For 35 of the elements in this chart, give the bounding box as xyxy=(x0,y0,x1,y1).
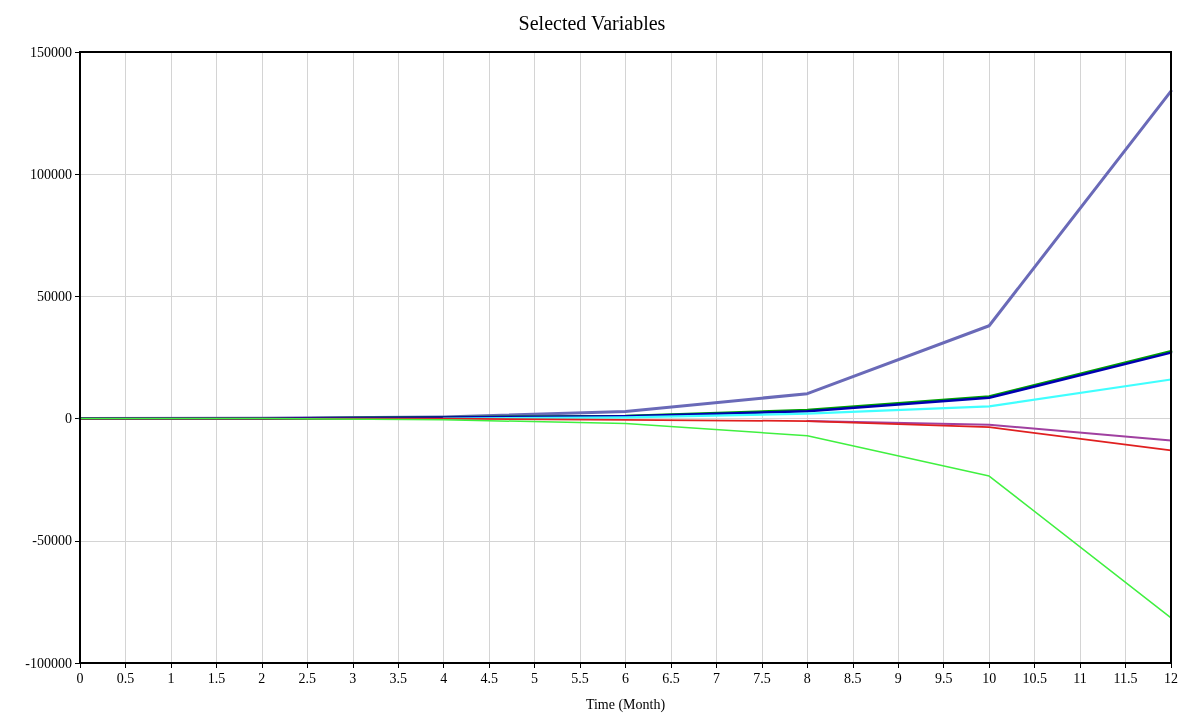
y-tick-label: -100000 xyxy=(25,655,72,671)
y-tick-label: 100000 xyxy=(30,166,72,182)
x-tick-label: 6.5 xyxy=(662,670,680,686)
y-tick-label: 50000 xyxy=(37,288,72,304)
x-tick-label: 9 xyxy=(894,670,902,686)
x-tick-label: 9.5 xyxy=(934,670,953,686)
line-series xyxy=(442,378,1173,420)
chart-title: Selected Variables xyxy=(518,12,666,34)
x-tick-label: 11 xyxy=(1073,670,1087,686)
y-tick-label: 0 xyxy=(65,411,72,427)
x-tick-label: 11.5 xyxy=(1113,670,1138,686)
y-tick-label: 150000 xyxy=(30,44,72,60)
x-tick-label: 0 xyxy=(76,670,84,686)
x-tick-label: 1 xyxy=(167,670,175,686)
x-tick-label: 2.5 xyxy=(298,670,317,686)
x-tick-label: 4 xyxy=(440,670,448,686)
x-tick-label: 7 xyxy=(712,670,720,686)
x-tick-label: 2 xyxy=(258,670,266,686)
x-tick-label: 7.5 xyxy=(753,670,771,686)
x-axis-title: Time (Month) xyxy=(585,696,666,713)
x-tick-label: 4.5 xyxy=(480,670,498,686)
x-tick-label: 1.5 xyxy=(207,670,226,686)
x-tick-label: 3 xyxy=(349,670,357,686)
x-tick-label: 8.5 xyxy=(844,670,862,686)
x-tick-label: 12 xyxy=(1164,670,1178,686)
line-series xyxy=(79,417,1172,619)
x-tick-label: 5.5 xyxy=(571,670,589,686)
x-tick-label: 3.5 xyxy=(389,670,407,686)
x-tick-label: 6 xyxy=(622,670,629,686)
x-tick-label: 8 xyxy=(803,670,811,686)
x-tick-label: 0.5 xyxy=(116,670,135,686)
x-tick-label: 5 xyxy=(531,670,539,686)
y-tick-label: -50000 xyxy=(32,533,72,549)
x-tick-label: 10.5 xyxy=(1022,670,1047,686)
x-tick-label: 10 xyxy=(982,670,997,686)
